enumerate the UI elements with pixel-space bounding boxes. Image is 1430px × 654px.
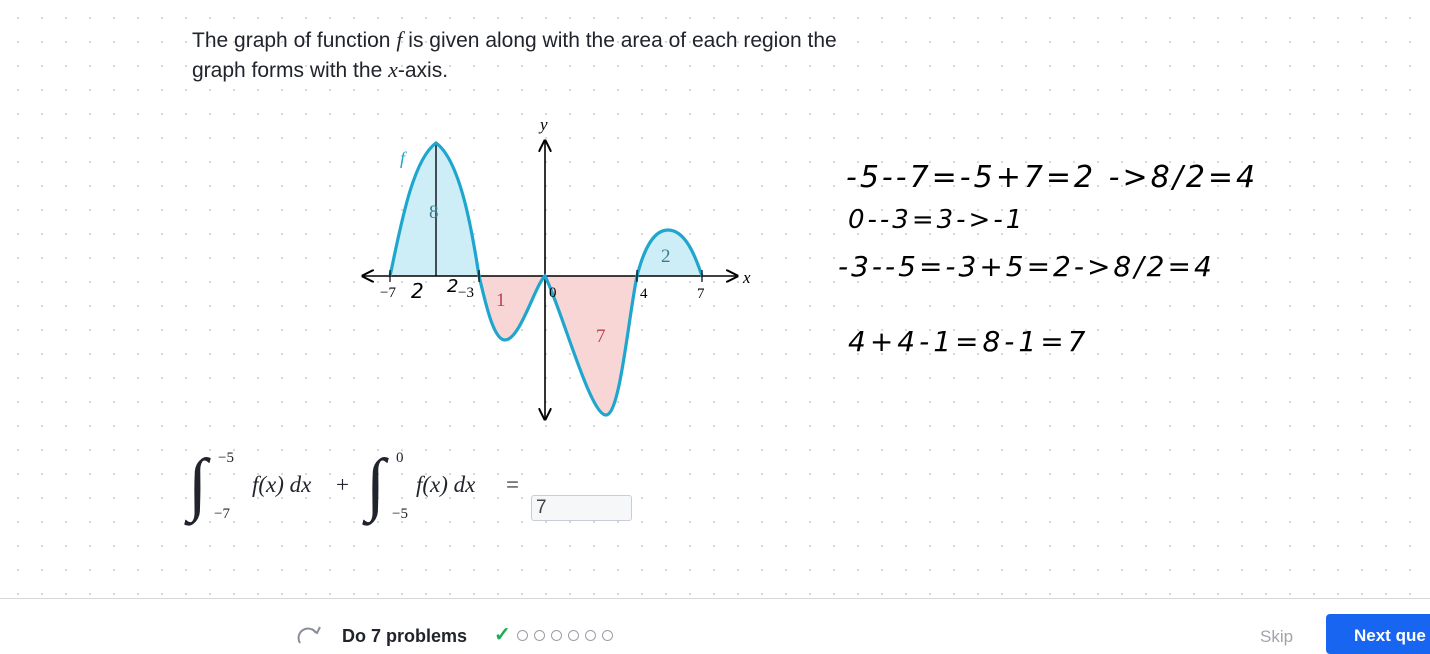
x-tick-label: 4 <box>640 286 648 302</box>
region-area-label: 8 <box>429 202 439 223</box>
progress-dot <box>516 629 528 641</box>
x-tick-label: 7 <box>697 286 705 302</box>
progress-indicator: ✓ <box>494 624 613 646</box>
function-symbol: f <box>396 27 403 52</box>
answer-input[interactable]: 7 <box>531 495 632 521</box>
region-area-label: 1 <box>496 290 506 311</box>
x-tick-label: −3 <box>458 285 474 301</box>
question-text-part: graph forms with the <box>192 59 383 82</box>
scratch-note: -3--5=-3+5=2->8/2=4 <box>838 250 1215 283</box>
integral-sign: ∫ <box>366 446 386 523</box>
origin-label: 0 <box>549 285 557 301</box>
question-text-part: -axis. <box>397 59 449 82</box>
y-axis-label: y <box>538 115 548 134</box>
region-fill-below <box>545 276 637 415</box>
integral-lower-limit: −7 <box>214 506 230 522</box>
function-label: f <box>400 148 408 168</box>
task-label: Do 7 problems <box>342 626 468 646</box>
progress-dot <box>567 629 579 641</box>
progress-dot <box>601 629 613 641</box>
region-fill-below <box>479 276 545 340</box>
scratch-note: 2 <box>411 279 424 303</box>
x-tick-label: −7 <box>380 285 396 301</box>
progress-dot <box>550 629 562 641</box>
question-text-part: is given along with the area of each reg… <box>408 29 837 52</box>
x-axis-label: x <box>742 268 751 287</box>
region-area-label: 7 <box>596 326 606 347</box>
x-variable: x <box>388 57 398 82</box>
skip-button[interactable]: Skip <box>1260 627 1294 646</box>
region-area-label: 2 <box>661 246 671 267</box>
integral-equation: ∫ −5 −7 f(x) dx + ∫ 0 −5 f(x) dx = <box>188 450 548 530</box>
integral-upper-limit: 0 <box>396 450 404 466</box>
progress-dot <box>533 629 545 641</box>
question-text: The graph of function f is given along w… <box>192 25 912 85</box>
integrand: f(x) dx <box>416 472 476 497</box>
next-question-button[interactable]: Next que <box>1326 614 1430 654</box>
check-icon: ✓ <box>494 624 511 646</box>
integrand: f(x) dx <box>252 472 312 497</box>
equals-sign: = <box>506 472 519 497</box>
scratch-note: 4+4-1=8-1=7 <box>848 325 1089 358</box>
plus-sign: + <box>336 472 349 497</box>
integral-upper-limit: −5 <box>218 450 234 466</box>
scratch-note: 0--3=3->-1 <box>848 205 1025 235</box>
redo-icon <box>296 625 322 650</box>
integral-lower-limit: −5 <box>392 506 408 522</box>
progress-dot <box>584 629 596 641</box>
scratch-note: -5--7=-5+7=2 ->8/2=4 <box>846 160 1258 195</box>
bottom-bar: Do 7 problems ✓ Skip Next que <box>0 598 1430 654</box>
function-curve <box>388 141 704 417</box>
question-text-part: The graph of function <box>192 29 391 52</box>
integral-sign: ∫ <box>188 446 208 523</box>
scratch-note: 2 <box>447 276 458 297</box>
